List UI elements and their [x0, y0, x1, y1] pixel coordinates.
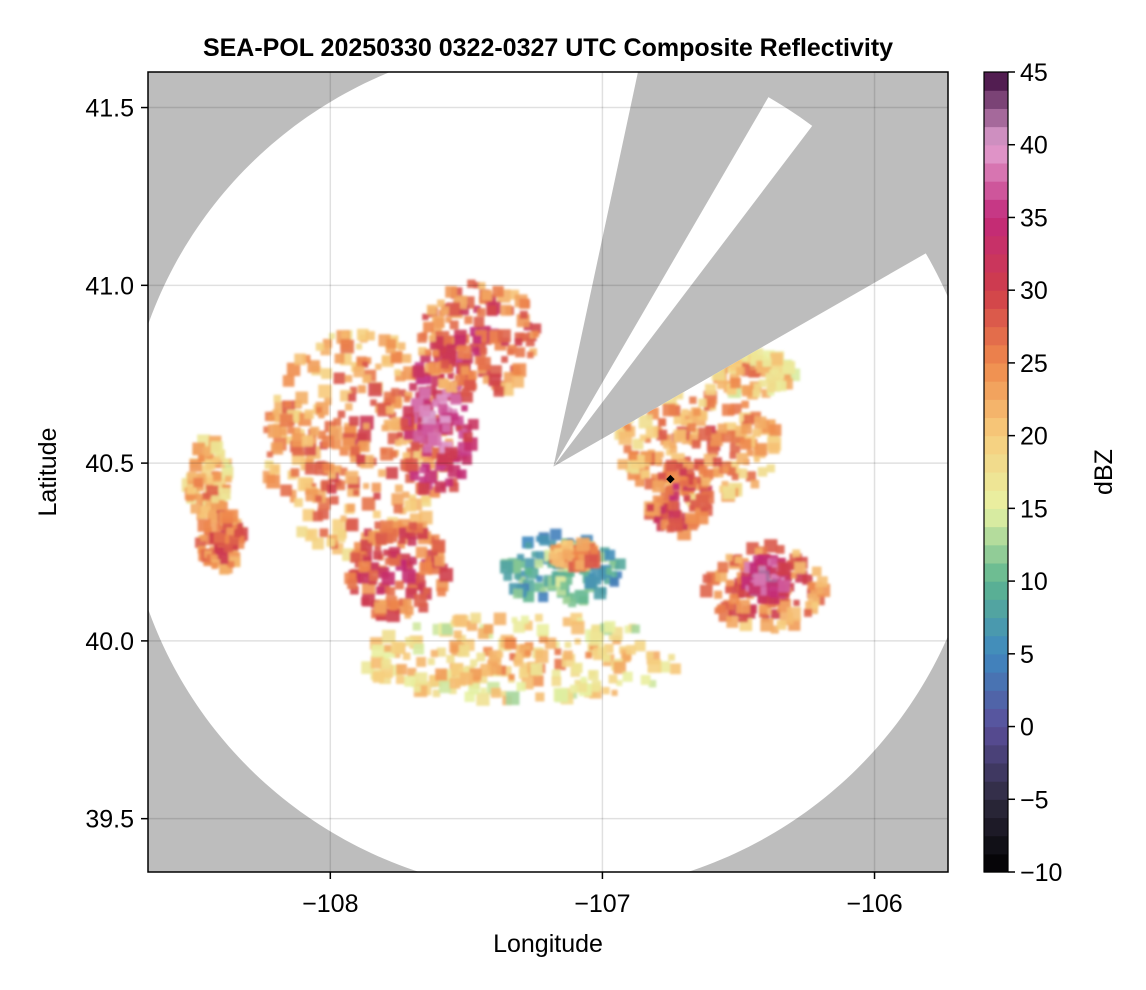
x-axis-label: Longitude	[493, 930, 603, 958]
colorbar-segment	[984, 653, 1008, 673]
y-axis: 39.5 40.0 40.5 41.0 41.5	[85, 95, 148, 834]
colorbar-segment	[984, 508, 1008, 528]
colorbar-segment	[984, 762, 1008, 782]
colorbar-tick-label: 40	[1020, 132, 1048, 160]
colorbar-segment	[984, 526, 1008, 546]
colorbar-segment	[984, 835, 1008, 855]
colorbar-segment	[984, 672, 1008, 691]
x-tick-label: −107	[574, 890, 630, 918]
colorbar-tick-label: 30	[1020, 277, 1048, 305]
colorbar-segment	[984, 126, 1008, 146]
colorbar-tick-label: 0	[1020, 714, 1034, 742]
radar-site-marker	[666, 474, 675, 484]
echo-west-edge-south	[195, 509, 248, 575]
colorbar-segment	[984, 90, 1008, 109]
colorbar-segment	[984, 726, 1008, 746]
colorbar-segment	[984, 362, 1008, 382]
colorbar-tick-label: −5	[1020, 786, 1049, 814]
echo-south-west-core	[344, 520, 453, 623]
x-axis: −108 −107 −106	[302, 872, 903, 918]
chart-title: SEA-POL 20250330 0322-0327 UTC Composite…	[203, 34, 893, 62]
colorbar-segment	[984, 744, 1008, 764]
colorbar-segment	[984, 308, 1008, 328]
colorbar-segment	[984, 290, 1008, 309]
colorbar-segment	[984, 272, 1008, 291]
colorbar: −10 −5 0 5 10 15 20 25 30 35 40 45	[983, 59, 1062, 887]
colorbar-tick-label: 20	[1020, 423, 1048, 451]
y-axis-label: Latitude	[34, 428, 62, 517]
colorbar-segment	[984, 399, 1008, 419]
colorbar-segment	[984, 417, 1008, 437]
colorbar-segment	[984, 162, 1008, 182]
colorbar-segment	[984, 453, 1008, 473]
echo-western-main-storm	[262, 328, 453, 561]
y-tick-label: 41.0	[85, 272, 134, 300]
colorbar-tick-label: 25	[1020, 350, 1048, 378]
radar-coverage	[148, 72, 948, 872]
colorbar-tick-label: 15	[1020, 495, 1048, 523]
colorbar-segment	[984, 199, 1008, 219]
echo-northern-band	[417, 279, 542, 397]
y-tick-label: 39.5	[85, 806, 134, 834]
echo-central-cores	[549, 537, 601, 573]
colorbar-segment	[984, 817, 1008, 837]
colorbar-segment	[984, 562, 1008, 582]
colorbar-segment	[984, 544, 1008, 564]
reflectivity-echoes	[181, 279, 831, 706]
colorbar-segment	[984, 344, 1008, 364]
echo-north-east-edge	[707, 347, 801, 400]
echo-western-core	[400, 341, 479, 495]
colorbar-segment	[984, 799, 1008, 819]
colorbar-segment	[984, 781, 1008, 800]
colorbar-segment	[984, 253, 1008, 273]
x-tick-label: −106	[846, 890, 902, 918]
colorbar-segment	[984, 144, 1008, 164]
plot-frame	[147, 71, 949, 873]
colorbar-segment	[984, 235, 1008, 255]
colorbar-label: dBZ	[1090, 449, 1118, 495]
colorbar-segment	[984, 635, 1008, 655]
colorbar-segment	[984, 181, 1008, 200]
colorbar-segment	[984, 381, 1008, 400]
colorbar-segment	[984, 472, 1008, 491]
colorbar-segment	[984, 690, 1008, 709]
x-tick-label: −108	[302, 890, 358, 918]
colorbar-tick-label: 45	[1020, 59, 1048, 87]
colorbar-frame	[983, 71, 1009, 873]
colorbar-segment	[984, 217, 1008, 237]
grid-lines	[148, 72, 948, 872]
colorbar-segment	[984, 108, 1008, 128]
echo-southern-scatter	[361, 612, 681, 706]
colorbar-segment	[984, 435, 1008, 455]
y-tick-label: 40.5	[85, 450, 134, 478]
y-tick-label: 40.0	[85, 628, 134, 656]
colorbar-segment	[984, 326, 1008, 346]
echo-south-east-core	[741, 554, 791, 605]
colorbar-tick-label: 35	[1020, 204, 1048, 232]
colorbar-tick-label: −10	[1020, 859, 1062, 887]
colorbar-segment	[984, 599, 1008, 619]
colorbar-segment	[984, 853, 1008, 873]
colorbar-segment	[984, 72, 1008, 91]
colorbar-segment	[984, 617, 1008, 637]
y-tick-label: 41.5	[85, 95, 134, 123]
colorbar-segment	[984, 490, 1008, 509]
colorbar-segment	[984, 581, 1008, 600]
colorbar-tick-label: 5	[1020, 641, 1034, 669]
echo-eastern-core	[644, 459, 715, 541]
colorbar-tick-label: 10	[1020, 568, 1048, 596]
colorbar-segment	[984, 708, 1008, 728]
